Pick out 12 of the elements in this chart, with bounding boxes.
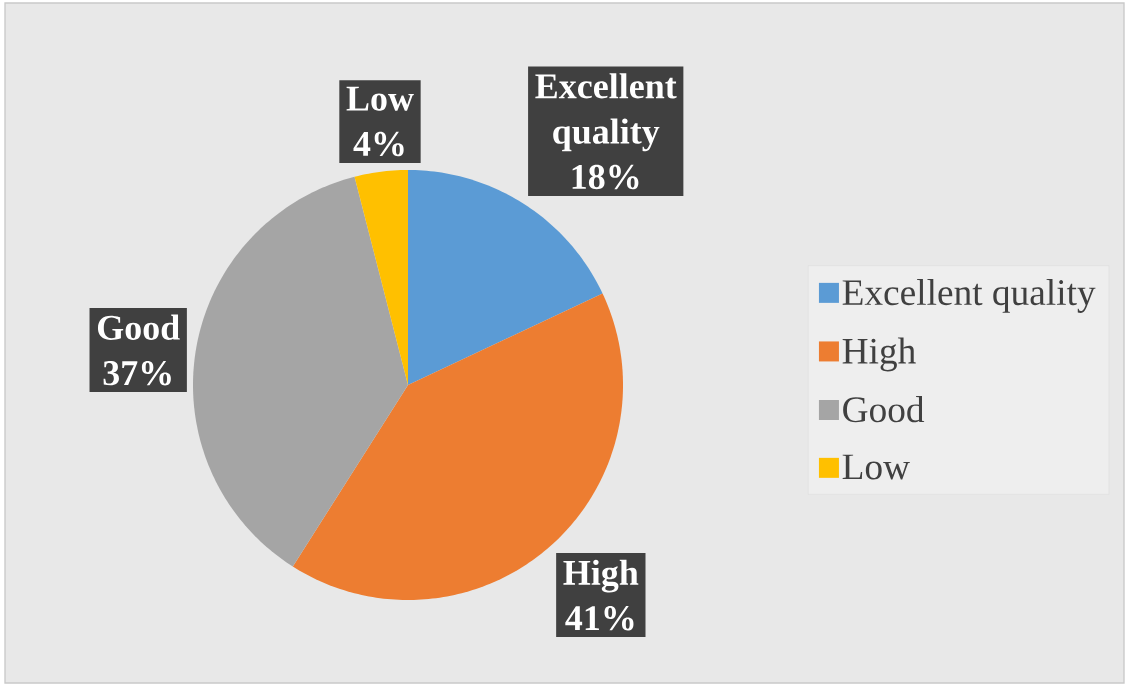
legend-label: Good	[843, 396, 925, 423]
slice-label: Good	[97, 314, 180, 340]
data-label: 18%	[572, 164, 639, 190]
data-label: 41%	[565, 606, 634, 631]
legend-label: High	[842, 337, 916, 372]
legend-label: Excellent quality	[842, 278, 1096, 313]
slice-label: Excellent quality	[535, 73, 677, 152]
legend-label: Low	[842, 454, 910, 480]
data-label: 37%	[103, 360, 171, 386]
slice-label: High	[563, 559, 639, 593]
slice-label: Low	[346, 86, 414, 111]
data-label: 4%	[353, 131, 404, 157]
